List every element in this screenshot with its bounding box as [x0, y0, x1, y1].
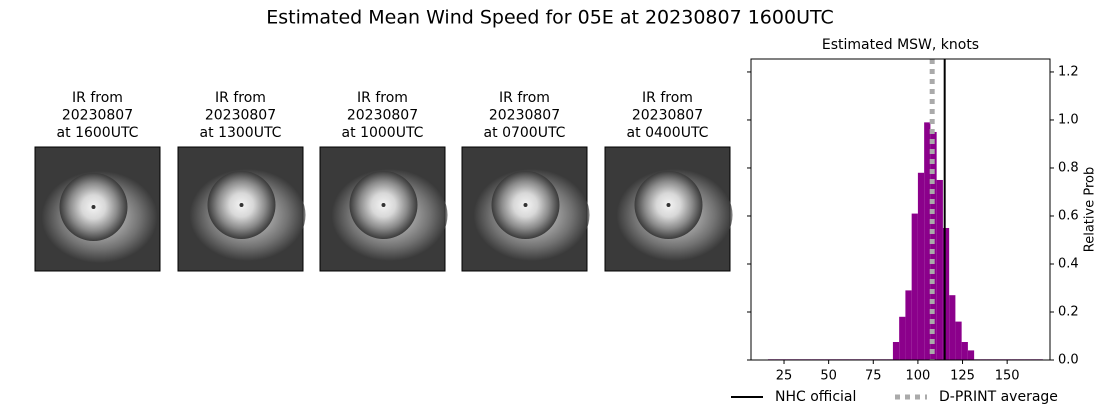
bar	[899, 316, 906, 360]
y-tick-label: 1.0	[1058, 112, 1079, 127]
eye	[91, 205, 96, 209]
y-tick-label: 0.0	[1058, 353, 1079, 368]
panel-title: 20230807	[489, 108, 560, 124]
panel-title: at 0400UTC	[627, 125, 709, 141]
eye	[239, 203, 244, 207]
bar	[924, 122, 931, 360]
y-tick-label: 0.2	[1058, 304, 1079, 319]
y-tick-label: 1.2	[1058, 64, 1079, 79]
panel-title: 20230807	[205, 108, 276, 124]
bar	[955, 321, 962, 360]
chart-title: Estimated MSW, knots	[822, 37, 979, 53]
panel-title: IR from	[499, 90, 550, 106]
panel-title: 20230807	[62, 108, 133, 124]
eye	[523, 203, 528, 207]
eye	[666, 203, 671, 207]
y-tick-label: 0.6	[1058, 208, 1079, 223]
plot-frame	[750, 58, 1051, 361]
panel-title: IR from	[642, 90, 693, 106]
panel-title: 20230807	[347, 108, 418, 124]
histogram-chart: Estimated MSW, knots NHC official D-PRINT …	[731, 37, 1098, 405]
bar	[905, 290, 912, 360]
bar	[961, 341, 968, 360]
legend-label: NHC official	[775, 389, 856, 405]
panel-title: IR from	[357, 90, 408, 106]
bar	[942, 227, 950, 360]
panel-title: 20230807	[632, 108, 703, 124]
legend-label: D-PRINT average	[939, 389, 1058, 405]
y-tick-label: 0.4	[1058, 256, 1079, 271]
y-axis-label: Relative Prob	[1083, 167, 1098, 252]
bar	[917, 172, 925, 360]
x-tick-label: 100	[905, 369, 930, 384]
y-tick-label: 0.8	[1058, 160, 1079, 175]
bar	[911, 213, 918, 360]
panel-title: IR from	[72, 90, 123, 106]
panel-title: at 1600UTC	[57, 125, 139, 141]
bar	[892, 341, 900, 360]
x-tick-label: 150	[995, 369, 1020, 384]
bar	[967, 350, 975, 360]
x-tick-label: 75	[865, 369, 882, 384]
x-tick-label: 50	[820, 369, 837, 384]
eye	[381, 203, 386, 207]
panel-title: at 0700UTC	[484, 125, 566, 141]
x-tick-label: 25	[776, 369, 793, 384]
bar	[930, 131, 937, 360]
figure-title: Estimated Mean Wind Speed for 05E at 202…	[266, 7, 834, 29]
panel-title: at 1000UTC	[342, 125, 424, 141]
panel-title: IR from	[215, 90, 266, 106]
panel-title: at 1300UTC	[200, 125, 282, 141]
bar	[949, 295, 956, 360]
bar	[936, 179, 943, 360]
x-tick-label: 125	[950, 369, 975, 384]
